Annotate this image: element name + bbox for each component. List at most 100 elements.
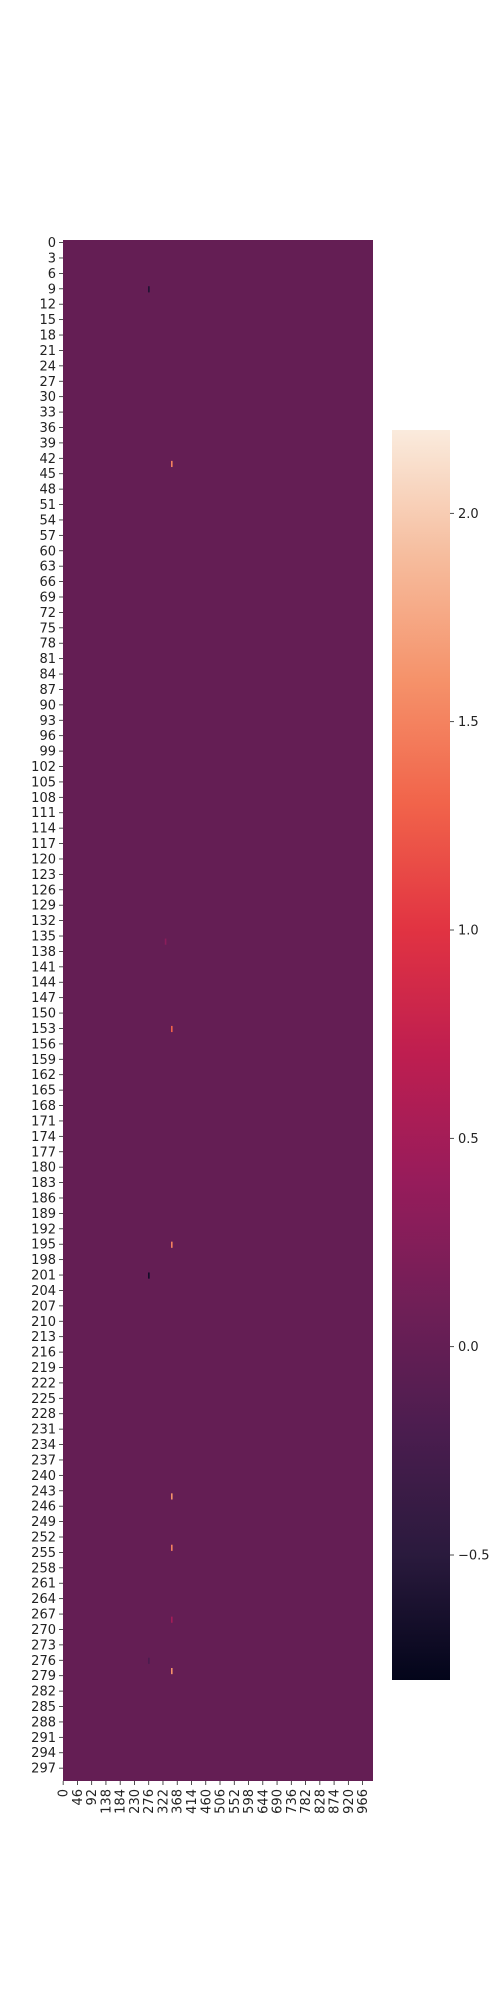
y-tick-label: 246 [31, 1500, 56, 1515]
y-tick-label: 33 [39, 406, 56, 421]
heatmap-cell [171, 1544, 173, 1551]
y-tick-label: 168 [31, 1099, 56, 1114]
y-tick-label: 255 [31, 1546, 56, 1561]
y-tick-label: 45 [39, 467, 56, 482]
x-tick-label: 828 [313, 1789, 328, 1814]
y-tick-label: 243 [31, 1484, 56, 1499]
y-tick-label: 15 [39, 313, 56, 328]
y-tick-label: 153 [31, 1022, 56, 1037]
heatmap-cell [148, 286, 150, 293]
y-tick-label: 234 [31, 1438, 56, 1453]
x-tick-label: 736 [285, 1789, 300, 1814]
y-tick-label: 72 [39, 606, 56, 621]
y-tick-label: 252 [31, 1531, 56, 1546]
y-tick-label: 141 [31, 960, 56, 975]
y-tick-label: 282 [31, 1685, 56, 1700]
y-tick-label: 48 [39, 483, 56, 498]
y-tick-label: 66 [39, 575, 56, 590]
y-tick-label: 273 [31, 1638, 56, 1653]
y-tick-label: 213 [31, 1330, 56, 1345]
y-tick-label: 288 [31, 1715, 56, 1730]
y-tick-label: 24 [39, 359, 56, 374]
y-tick-label: 174 [31, 1130, 56, 1145]
y-tick-label: 177 [31, 1145, 56, 1160]
y-axis: 0369121518212427303336394245485154576063… [31, 236, 63, 1777]
y-tick-label: 81 [39, 652, 56, 667]
colorbar: 2.0 1.5 1.0 0.5 0.0 −0.5 [392, 430, 490, 1680]
x-tick-label: 184 [114, 1789, 129, 1814]
x-tick-label: 138 [99, 1789, 114, 1814]
heatmap-cell [171, 1025, 173, 1033]
y-tick-label: 258 [31, 1561, 56, 1576]
y-tick-label: 69 [39, 590, 56, 605]
y-tick-label: 294 [31, 1746, 56, 1761]
heatmap-cell [148, 1657, 150, 1664]
y-tick-label: 249 [31, 1515, 56, 1530]
y-tick-label: 267 [31, 1608, 56, 1623]
y-tick-label: 18 [39, 329, 56, 344]
y-tick-label: 144 [31, 976, 56, 991]
y-tick-label: 54 [39, 513, 56, 528]
x-tick-label: 0 [57, 1789, 72, 1797]
y-tick-label: 99 [39, 745, 56, 760]
y-tick-label: 285 [31, 1700, 56, 1715]
y-tick-label: 192 [31, 1222, 56, 1237]
colorbar-tick-label: 1.0 [458, 924, 479, 939]
y-tick-label: 228 [31, 1407, 56, 1422]
y-tick-label: 198 [31, 1253, 56, 1268]
y-tick-label: 156 [31, 1037, 56, 1052]
y-tick-label: 162 [31, 1068, 56, 1083]
x-tick-label: 230 [128, 1789, 143, 1814]
heatmap-cell [148, 1272, 150, 1279]
x-tick-label: 414 [185, 1789, 200, 1814]
x-tick-label: 46 [71, 1789, 86, 1806]
colorbar-tick-label: 0.0 [458, 1340, 479, 1355]
heatmap-cell [171, 1667, 173, 1675]
y-tick-label: 291 [31, 1731, 56, 1746]
y-tick-label: 117 [31, 837, 56, 852]
x-tick-label: 368 [171, 1789, 186, 1814]
y-tick-label: 84 [39, 668, 56, 683]
x-axis: 0 46 92 138 184 230 276 322 368 414 460 506 552 598 64… [57, 1781, 371, 1814]
y-tick-label: 90 [39, 698, 56, 713]
y-tick-label: 207 [31, 1299, 56, 1314]
y-tick-label: 108 [31, 791, 56, 806]
x-tick-label: 782 [299, 1789, 314, 1814]
y-tick-label: 237 [31, 1453, 56, 1468]
x-tick-label: 920 [342, 1789, 357, 1814]
x-tick-label: 598 [242, 1789, 257, 1814]
y-tick-label: 270 [31, 1623, 56, 1638]
y-tick-label: 12 [39, 298, 56, 313]
colorbar-tick-label: 1.5 [458, 715, 479, 730]
heatmap-background [63, 240, 373, 1781]
x-tick-label: 276 [142, 1789, 157, 1814]
y-tick-label: 60 [39, 544, 56, 559]
y-tick-label: 261 [31, 1577, 56, 1592]
y-tick-label: 42 [39, 452, 56, 467]
x-tick-label: 644 [256, 1789, 271, 1814]
y-tick-label: 180 [31, 1161, 56, 1176]
heatmap-cell [171, 1241, 173, 1248]
y-tick-label: 195 [31, 1238, 56, 1253]
y-tick-label: 186 [31, 1191, 56, 1206]
y-tick-label: 189 [31, 1207, 56, 1222]
y-tick-label: 114 [31, 822, 56, 837]
y-tick-label: 231 [31, 1423, 56, 1438]
y-tick-label: 96 [39, 729, 56, 744]
y-tick-label: 123 [31, 868, 56, 883]
x-tick-label: 506 [214, 1789, 229, 1814]
y-tick-label: 132 [31, 914, 56, 929]
y-tick-label: 27 [39, 375, 56, 390]
y-tick-label: 3 [48, 251, 56, 266]
y-tick-label: 57 [39, 529, 56, 544]
y-tick-label: 129 [31, 899, 56, 914]
y-tick-label: 165 [31, 1084, 56, 1099]
y-tick-label: 183 [31, 1176, 56, 1191]
colorbar-tick-label: 2.0 [458, 507, 479, 522]
y-tick-label: 102 [31, 760, 56, 775]
y-tick-label: 210 [31, 1315, 56, 1330]
y-tick-label: 219 [31, 1361, 56, 1376]
y-tick-label: 111 [31, 806, 56, 821]
colorbar-gradient [392, 430, 450, 1680]
y-tick-label: 93 [39, 714, 56, 729]
